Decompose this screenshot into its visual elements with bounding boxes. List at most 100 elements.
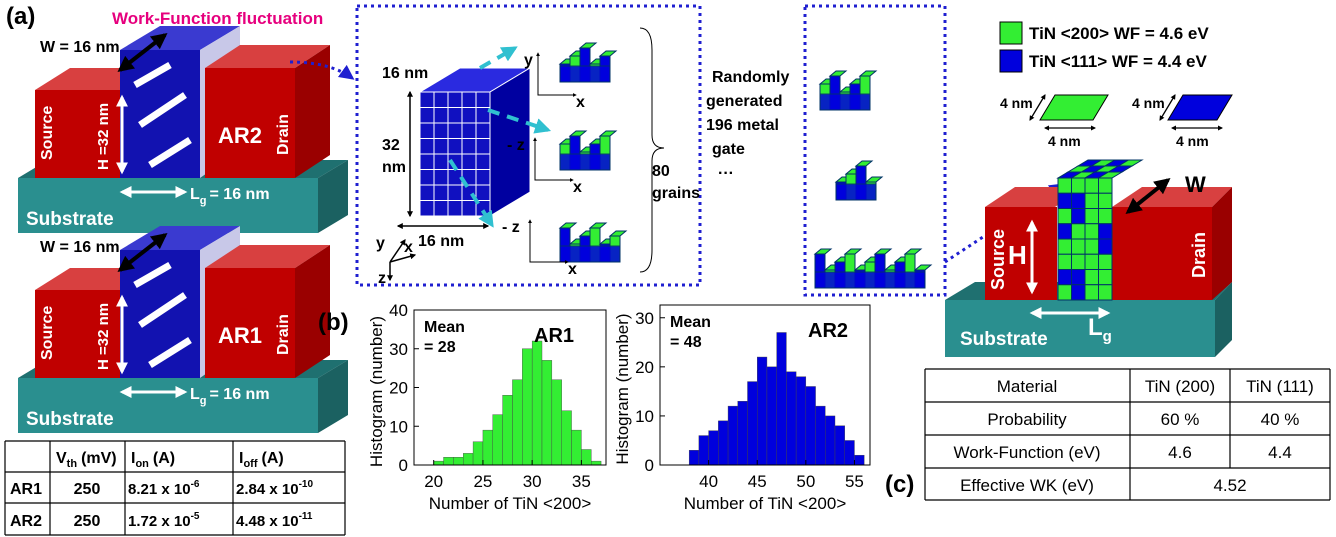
source-label: Source xyxy=(988,229,1008,290)
header-cell: Material xyxy=(997,377,1057,396)
panel-c: TiN <200> WF = 4.6 eV TiN <111> WF = 4.4… xyxy=(885,21,1331,501)
height-label: nm xyxy=(382,159,406,176)
plot-frame xyxy=(659,304,871,466)
bar xyxy=(854,454,865,466)
base: 2.84 x 10 xyxy=(236,481,299,498)
bar xyxy=(482,429,493,466)
source-label: Source xyxy=(39,106,56,160)
axis-label: y xyxy=(524,52,533,69)
y-tick-label: 20 xyxy=(635,358,654,377)
bar xyxy=(776,332,787,466)
description: 196 metal xyxy=(706,117,779,134)
drain-label: Drain xyxy=(275,314,292,355)
grain-top xyxy=(873,248,893,255)
base: 8.21 x 10 xyxy=(128,481,191,498)
base: 4.48 x 10 xyxy=(236,513,299,530)
exponent: -11 xyxy=(299,511,313,522)
histograms: 0 10 20 30 40 20 25 30 35 Number of TiN <200> Hist… xyxy=(367,301,871,513)
bar xyxy=(805,386,816,466)
tile xyxy=(1098,208,1113,225)
stripe xyxy=(148,137,192,168)
width-label: W = 16 nm xyxy=(40,39,120,56)
y-tick-label: 30 xyxy=(389,340,408,359)
bar xyxy=(472,441,484,466)
tile xyxy=(1098,192,1113,209)
grain-top xyxy=(558,222,578,229)
tile-size: 4 nm xyxy=(1132,95,1165,111)
width-arrow xyxy=(117,233,168,272)
drain-label: Drain xyxy=(275,114,292,155)
cell: 60 % xyxy=(1161,410,1200,429)
grain-top xyxy=(913,264,933,271)
grain-base xyxy=(835,183,877,201)
bar xyxy=(786,371,797,466)
axis-label: z xyxy=(378,270,386,287)
dash-arrow xyxy=(479,46,518,70)
source-front xyxy=(35,290,120,378)
bar xyxy=(541,360,553,466)
base: 1.72 x 10 xyxy=(128,513,191,530)
y-axis-label: Histogram (number) xyxy=(367,316,386,467)
axis-label: x xyxy=(573,179,582,196)
y-tick-label: 40 xyxy=(389,301,408,320)
tile xyxy=(1071,253,1086,270)
tile xyxy=(1057,253,1072,270)
width-label: 16 nm xyxy=(382,65,428,82)
substrate-label: Substrate xyxy=(26,409,114,430)
x-tick-label: 45 xyxy=(748,472,767,491)
table-grid xyxy=(924,368,1331,501)
tile xyxy=(1098,238,1113,255)
axis-label: x xyxy=(404,239,413,256)
y-tick-label: 10 xyxy=(389,417,408,436)
exponent: -6 xyxy=(191,479,200,490)
description: Randomly xyxy=(712,69,789,86)
grain-base xyxy=(819,93,871,111)
axis xyxy=(389,253,417,263)
cell: 4.6 xyxy=(1168,443,1192,462)
bar xyxy=(561,410,572,466)
table-grid xyxy=(4,440,346,536)
tile xyxy=(1084,177,1099,194)
depth-label: 16 nm xyxy=(418,233,464,250)
grains-label: grains xyxy=(652,185,700,202)
tile xyxy=(1084,192,1099,209)
grain-top xyxy=(903,248,923,255)
substrate-side xyxy=(318,160,348,233)
gate-length-label: Lg = 16 nm xyxy=(190,386,270,407)
axis-label: x xyxy=(576,94,585,111)
table-text: Material TiN (200) TiN (111) Probability 60 … xyxy=(953,377,1313,495)
subscript: g xyxy=(1103,328,1112,345)
bar xyxy=(747,381,758,466)
bar xyxy=(815,405,826,466)
height-label: H =32 nm xyxy=(95,103,112,170)
grain-top xyxy=(598,130,618,137)
axis-label: - z xyxy=(502,219,520,236)
bar xyxy=(834,425,845,466)
tile xyxy=(1071,223,1086,240)
bar xyxy=(433,460,444,466)
header-cell: TiN (200) xyxy=(1145,377,1215,396)
legend-swatch xyxy=(999,21,1023,45)
bar xyxy=(522,348,533,466)
x-axis-label: Number of TiN <200> xyxy=(684,494,847,513)
tile xyxy=(1084,223,1099,240)
x-tick-label: 40 xyxy=(699,472,718,491)
tile xyxy=(1071,284,1086,301)
grain-top xyxy=(828,70,848,77)
bar xyxy=(463,453,474,466)
x-tick-label: 30 xyxy=(523,472,542,491)
drain-front xyxy=(205,268,295,378)
header-cell: Vth (mV) xyxy=(56,450,117,470)
axes xyxy=(536,52,577,97)
link-arrow xyxy=(289,60,355,80)
y-tick-label: 0 xyxy=(645,456,654,475)
annotation: Mean xyxy=(424,319,465,336)
bar xyxy=(688,450,700,466)
tile xyxy=(1098,223,1113,240)
grain-base xyxy=(559,153,611,171)
cell: 8.21 x 10-6 xyxy=(128,479,200,498)
substrate-side xyxy=(318,360,348,433)
unit: (A) xyxy=(153,450,175,467)
grain-top xyxy=(598,50,618,57)
